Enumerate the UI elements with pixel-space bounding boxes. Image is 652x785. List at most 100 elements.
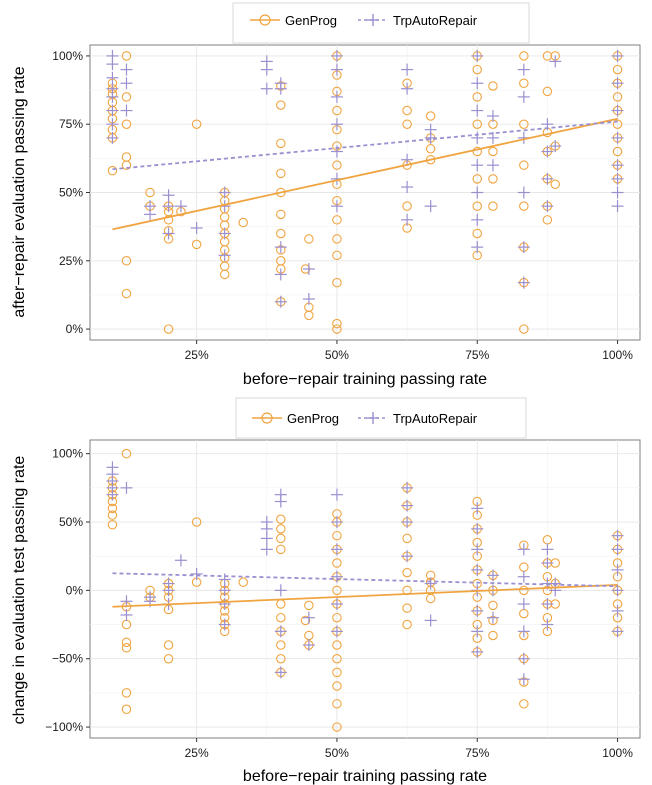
genprog-point xyxy=(332,653,342,664)
trpautorepair-point xyxy=(517,652,530,665)
y-tick-label: 100% xyxy=(52,49,83,63)
trpautorepair-point xyxy=(330,200,343,213)
genprog-point xyxy=(488,81,498,91)
chart-top: GenProg TrpAutoRepair 0% 25% 50% 75% 100% 25… xyxy=(11,2,641,388)
trpautorepair-point xyxy=(611,604,624,617)
trpautorepair-point xyxy=(174,200,187,213)
legend-top: GenProg TrpAutoRepair xyxy=(232,2,530,44)
trpautorepair-point xyxy=(549,55,562,68)
trpautorepair-point xyxy=(611,159,624,172)
trpautorepair-point xyxy=(260,82,273,95)
trpautorepair-point xyxy=(611,104,624,117)
trpautorepair-point xyxy=(424,200,437,213)
legend-trp-label: TrpAutoRepair xyxy=(393,411,478,426)
legend-trp-label: TrpAutoRepair xyxy=(393,13,478,28)
genprog-point xyxy=(542,215,553,225)
trpautorepair-point xyxy=(611,131,624,144)
trpautorepair-point xyxy=(260,516,273,529)
trpautorepair-point xyxy=(486,110,499,123)
genprog-point xyxy=(472,64,482,75)
genprog-point xyxy=(550,179,561,190)
genprog-point xyxy=(332,585,342,596)
genprog-point xyxy=(300,615,311,626)
y-axis-title-top: after−repair evaluation passing rate xyxy=(11,66,28,317)
y-tick-label: 100% xyxy=(52,447,83,461)
x-tick-label: 100% xyxy=(602,348,633,362)
trpautorepair-point xyxy=(274,625,287,638)
trpautorepair-point xyxy=(541,557,554,570)
genprog-point xyxy=(332,558,342,568)
marks-bottom xyxy=(106,448,624,732)
genprog-point xyxy=(332,105,342,116)
legend-genprog-marker xyxy=(261,412,273,424)
genprog-point xyxy=(472,146,482,157)
legend-genprog-label: GenProg xyxy=(287,411,339,426)
genprog-point xyxy=(519,201,529,211)
x-tick-label: 100% xyxy=(602,746,633,760)
trpautorepair-point xyxy=(611,186,624,199)
genprog-point xyxy=(121,637,132,648)
trpautorepair-point xyxy=(611,172,624,185)
trpautorepair-point xyxy=(401,213,414,226)
trpautorepair-point xyxy=(541,200,554,213)
trpautorepair-point xyxy=(174,554,187,567)
genprog-point xyxy=(472,174,482,184)
genprog-point xyxy=(163,324,174,334)
genprog-point xyxy=(276,524,286,534)
genprog-point xyxy=(332,234,342,244)
genprog-trend-line xyxy=(112,117,618,231)
trpautorepair-point xyxy=(330,118,343,131)
legend-box xyxy=(232,2,530,44)
trpautorepair-point xyxy=(517,241,530,254)
trpautorepair-point xyxy=(611,543,624,556)
trpautorepair-point xyxy=(106,49,119,62)
trpautorepair-point xyxy=(401,481,414,494)
legend-bottom: GenProg TrpAutoRepair xyxy=(235,397,527,439)
genprog-point xyxy=(121,152,132,162)
trends-bottom xyxy=(112,572,618,608)
trpautorepair-point xyxy=(274,268,287,281)
y-ticks-top: 0% 25% 50% 75% 100% xyxy=(52,49,90,336)
x-ticks-top: 25% 50% 75% 100% xyxy=(185,340,633,362)
trpautorepair-point xyxy=(330,570,343,583)
genprog-point xyxy=(191,119,202,129)
genprog-point xyxy=(402,533,412,544)
genprog-point xyxy=(107,510,118,520)
trpautorepair-point xyxy=(274,488,287,501)
trpautorepair-point xyxy=(120,104,133,117)
trpautorepair-point xyxy=(517,543,530,556)
y-tick-label: 75% xyxy=(59,117,83,131)
x-tick-label: 50% xyxy=(325,348,349,362)
trpautorepair-point xyxy=(517,186,530,199)
trpautorepair-point xyxy=(486,131,499,144)
trpautorepair-point xyxy=(260,543,273,556)
genprog-point xyxy=(276,612,286,623)
legend-box xyxy=(235,397,527,439)
trpautorepair-trend-line xyxy=(112,120,618,171)
trpautorepair-point xyxy=(106,82,119,95)
trpautorepair-point xyxy=(517,673,530,686)
trpautorepair-point xyxy=(274,77,287,90)
genprog-point xyxy=(425,144,436,154)
marks-top xyxy=(106,49,624,334)
y-tick-label: 0% xyxy=(66,583,84,597)
trpautorepair-point xyxy=(471,543,484,556)
trpautorepair-point xyxy=(190,222,203,235)
genprog-point xyxy=(472,201,482,211)
trpautorepair-point xyxy=(611,200,624,213)
genprog-point xyxy=(332,699,342,709)
trpautorepair-point xyxy=(517,598,530,611)
trpautorepair-point xyxy=(106,131,119,144)
y-tick-label: 0% xyxy=(66,322,84,336)
genprog-point xyxy=(304,600,314,611)
genprog-point xyxy=(163,653,174,664)
genprog-point xyxy=(276,653,286,664)
trpautorepair-point xyxy=(471,625,484,638)
trpautorepair-point xyxy=(486,611,499,624)
trpautorepair-point xyxy=(611,584,624,597)
trpautorepair-point xyxy=(424,614,437,627)
genprog-point xyxy=(238,217,248,228)
genprog-point xyxy=(332,640,342,650)
trpautorepair-point xyxy=(541,543,554,556)
